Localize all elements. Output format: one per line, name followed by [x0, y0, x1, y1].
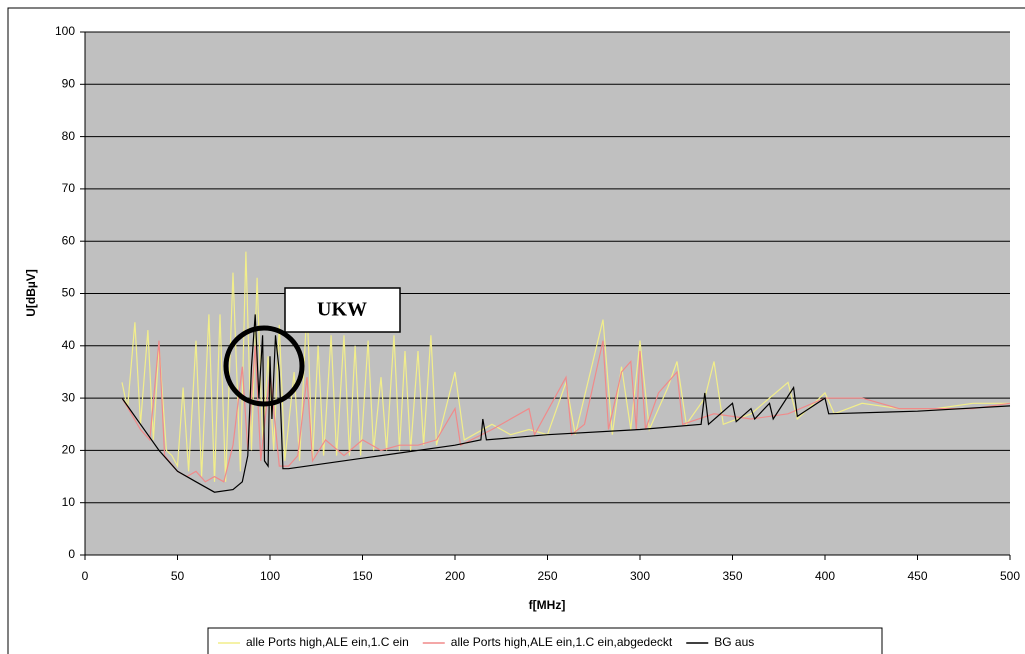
- legend-label: BG aus: [714, 635, 754, 649]
- y-tick-label: 90: [62, 76, 76, 90]
- y-tick-label: 100: [55, 24, 75, 38]
- y-tick-label: 60: [62, 233, 76, 247]
- y-tick-label: 20: [62, 443, 76, 457]
- x-tick-label: 450: [907, 569, 927, 583]
- series-line: [121, 340, 1011, 483]
- x-tick-label: 250: [537, 569, 557, 583]
- x-tick-label: 100: [260, 569, 280, 583]
- series-line: [121, 251, 1010, 482]
- x-tick-label: 500: [1000, 569, 1020, 583]
- y-axis-label: U[dBµV]: [24, 269, 38, 317]
- legend-box: [207, 627, 883, 654]
- series-line: [121, 314, 1011, 493]
- annotation-box: [284, 287, 401, 333]
- x-tick-label: 400: [815, 569, 835, 583]
- x-tick-label: 300: [630, 569, 650, 583]
- y-tick-label: 0: [68, 547, 75, 561]
- y-tick-label: 40: [62, 338, 76, 352]
- y-tick-label: 80: [62, 129, 76, 143]
- y-tick-label: 10: [62, 495, 76, 509]
- x-tick-label: 350: [722, 569, 742, 583]
- x-axis-label: f[MHz]: [529, 598, 566, 612]
- annotation: UKW: [317, 299, 367, 321]
- legend-label: alle Ports high,ALE ein,1.C ein,abgedeck…: [451, 635, 673, 649]
- y-tick-label: 30: [62, 390, 76, 404]
- legend-label: alle Ports high,ALE ein,1.C ein: [246, 635, 409, 649]
- x-tick-label: 0: [82, 569, 89, 583]
- y-tick-label: 50: [62, 286, 76, 300]
- x-tick-label: 50: [171, 569, 185, 583]
- x-tick-label: 150: [352, 569, 372, 583]
- x-tick-label: 200: [445, 569, 465, 583]
- annotation-circle: [223, 325, 305, 407]
- y-tick-label: 70: [62, 181, 76, 195]
